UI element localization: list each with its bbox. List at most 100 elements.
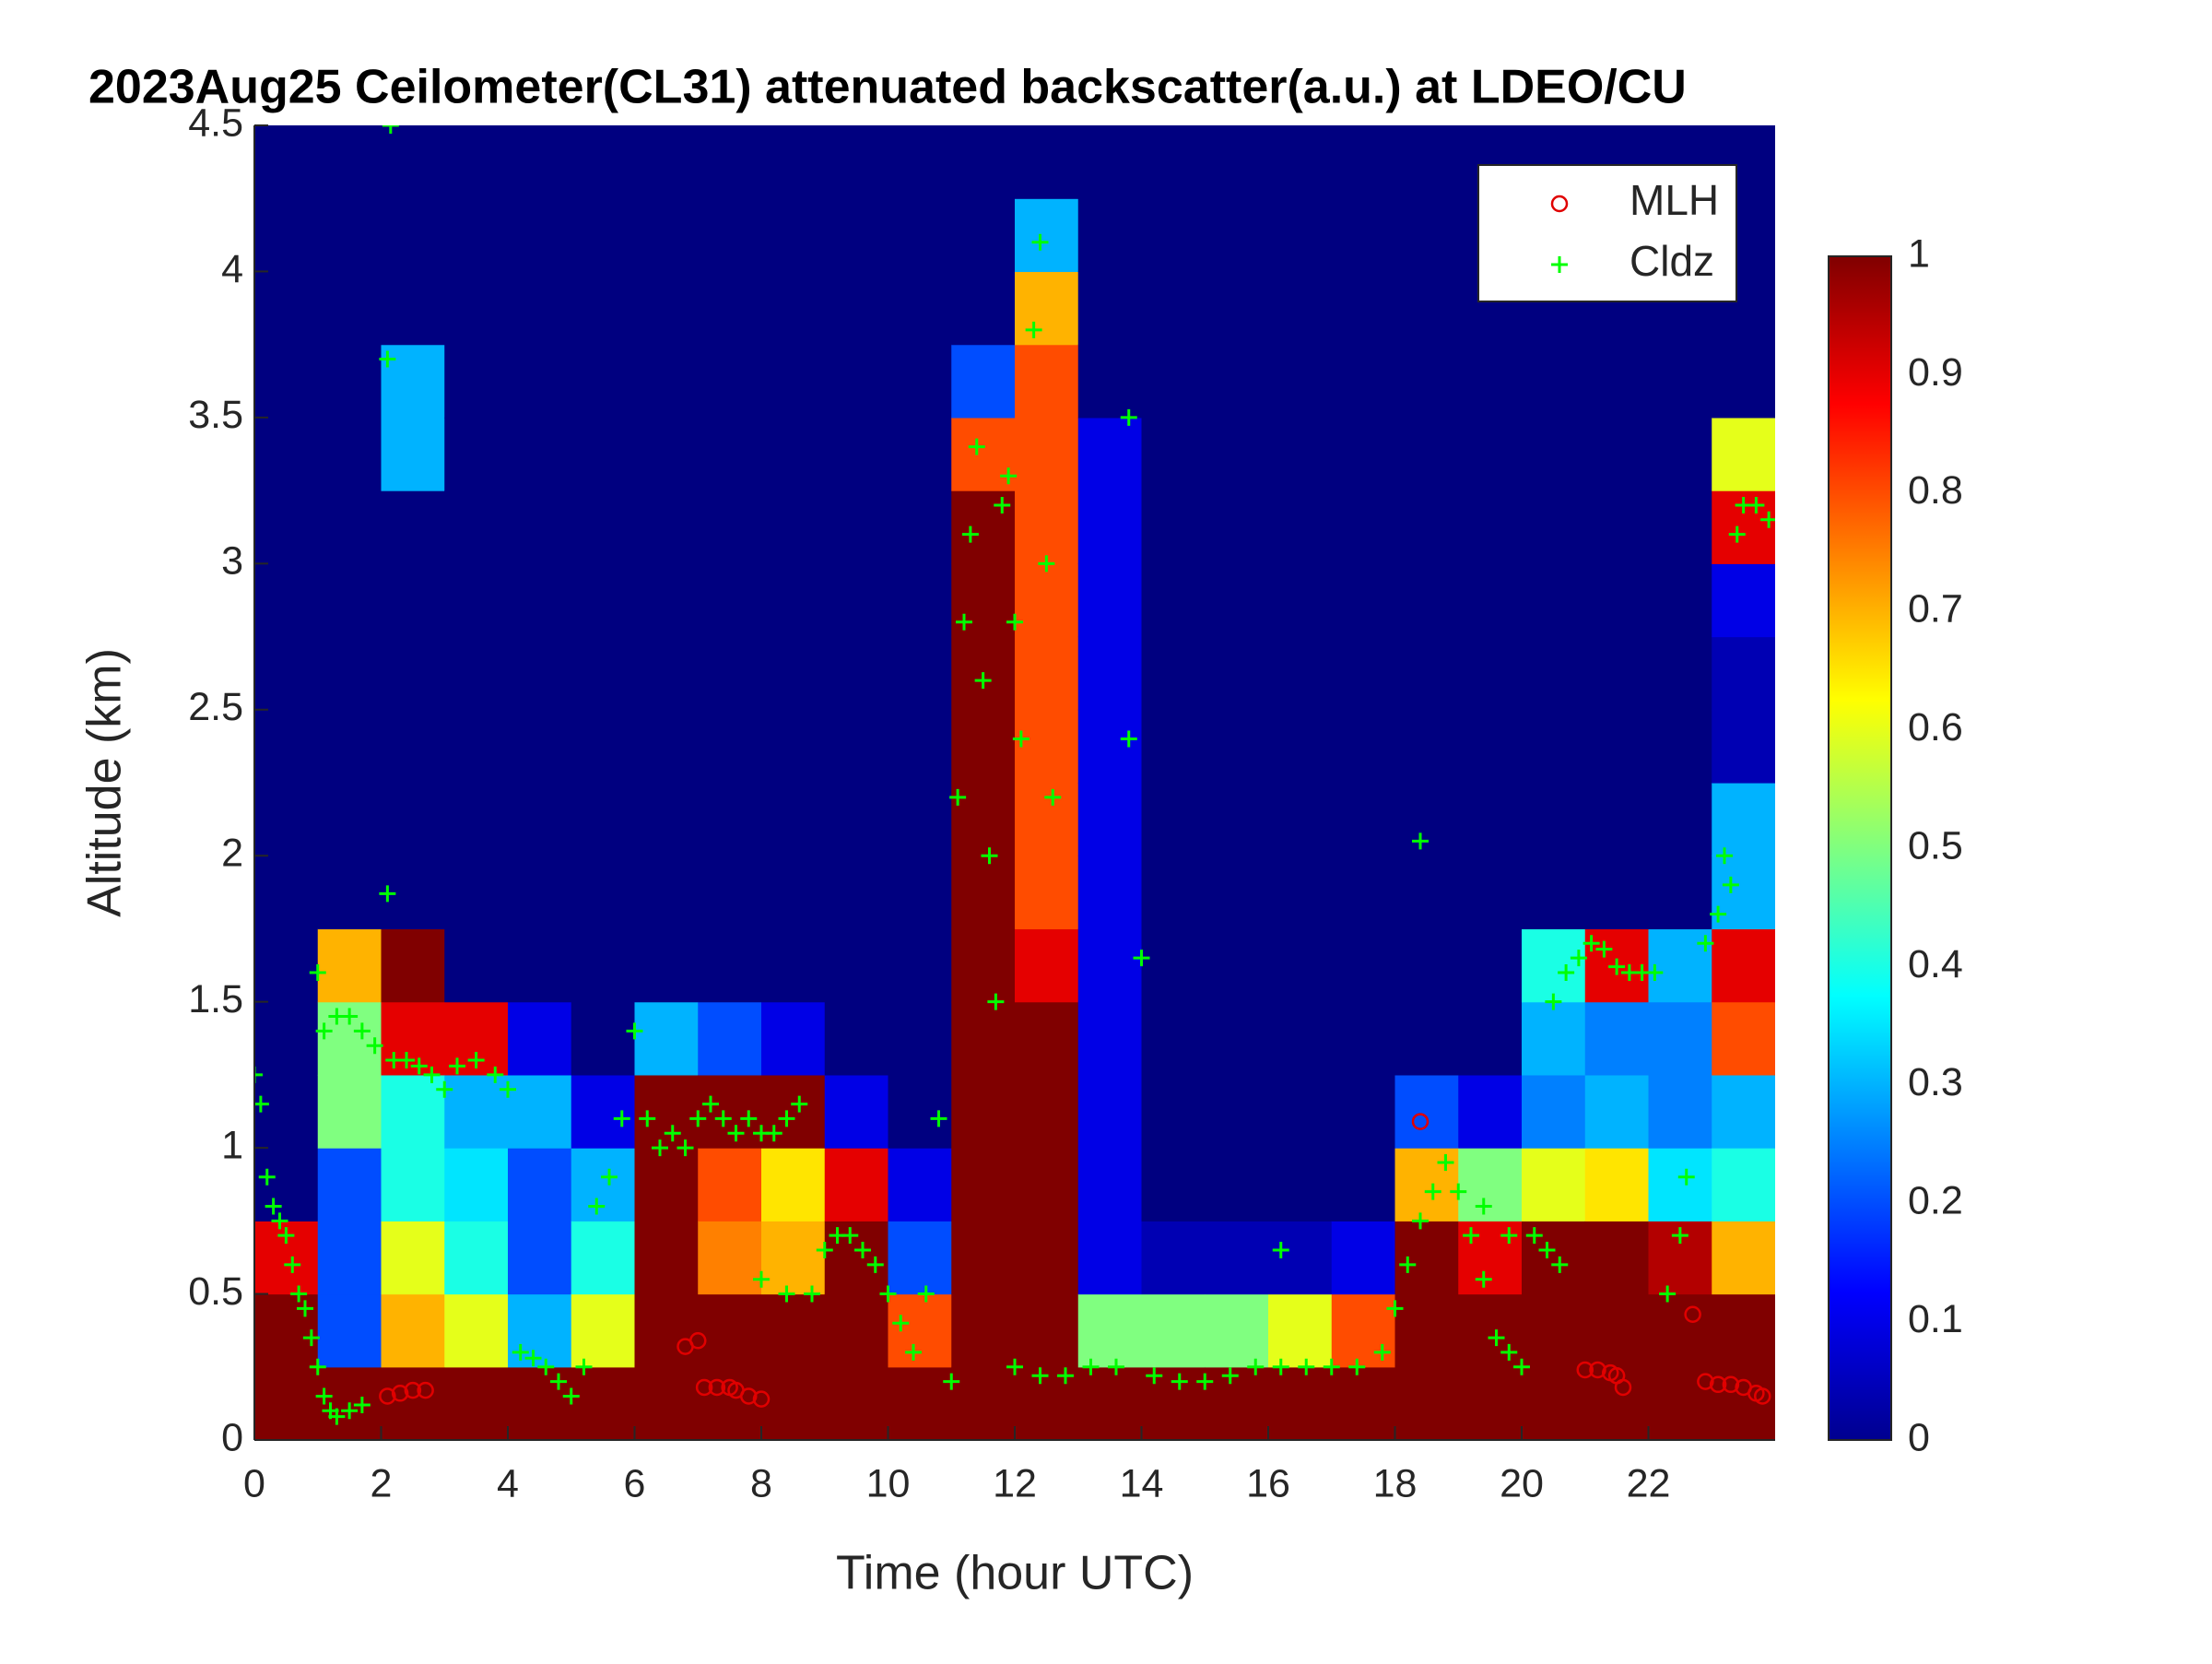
x-tick-label: 20 <box>1500 1461 1544 1505</box>
cldz-point <box>449 1057 465 1075</box>
heatmap-cell <box>1394 271 1459 346</box>
heatmap-cell <box>1394 125 1459 199</box>
cldz-point <box>1551 1256 1569 1273</box>
cldz-point <box>601 1168 618 1186</box>
heatmap-cell <box>951 417 1016 491</box>
x-tick-label: 10 <box>866 1461 911 1505</box>
heatmap-cell <box>824 198 889 273</box>
heatmap-cell <box>888 271 952 346</box>
heatmap-cell <box>1015 271 1079 346</box>
cldz-point <box>1298 1358 1315 1375</box>
heatmap-cell <box>1712 1001 1775 1076</box>
heatmap-cell <box>381 417 445 491</box>
mlh-point <box>417 1381 434 1399</box>
heatmap-cell <box>634 490 699 564</box>
mlh-point <box>1589 1361 1606 1379</box>
cldz-point <box>1386 1300 1404 1317</box>
cldz-point <box>271 1212 288 1230</box>
heatmap-cell <box>508 928 572 1003</box>
y-tick-label: 3.5 <box>188 393 243 437</box>
heatmap-cell <box>761 125 826 199</box>
legend-box <box>1477 164 1737 302</box>
y-tick-label: 3 <box>221 539 243 584</box>
x-tick-label: 2 <box>371 1461 393 1505</box>
cldz-point <box>297 1300 313 1317</box>
cldz-point <box>1247 1358 1265 1375</box>
heatmap-cell <box>1522 417 1586 491</box>
heatmap-cell <box>951 856 1016 930</box>
heatmap-cell <box>634 856 699 930</box>
cldz-point <box>328 1408 346 1425</box>
heatmap-cell <box>254 1148 319 1221</box>
heatmap-cell <box>1268 563 1333 638</box>
x-tick-label: 8 <box>750 1461 772 1505</box>
heatmap-cell <box>508 1293 572 1368</box>
cldz-point <box>302 1329 320 1347</box>
cldz-point <box>1710 905 1727 923</box>
heatmap-cell <box>317 490 382 564</box>
cldz-point <box>1399 1256 1417 1273</box>
heatmap-cell <box>1458 783 1523 856</box>
cldz-point <box>949 788 967 806</box>
heatmap-cell <box>951 709 1016 784</box>
cldz-point <box>588 1198 606 1215</box>
heatmap-cell <box>381 928 445 1003</box>
x-tick-label: 18 <box>1373 1461 1418 1505</box>
heatmap-cell <box>1712 1293 1775 1368</box>
heatmap-cell <box>824 125 889 199</box>
heatmap-cell <box>508 563 572 638</box>
heatmap-cell <box>508 636 572 711</box>
cldz-point <box>1545 993 1562 1010</box>
cldz-point <box>1012 730 1030 748</box>
heatmap-cell <box>1141 856 1206 930</box>
cldz-point <box>423 1066 441 1083</box>
heatmap-cell <box>698 125 762 199</box>
heatmap-cell <box>571 271 636 346</box>
heatmap-cell <box>444 490 509 564</box>
cldz-point <box>562 1387 580 1405</box>
heatmap-cell <box>1712 709 1775 784</box>
heatmap-cell <box>824 563 889 638</box>
heatmap-cell <box>1077 125 1143 199</box>
heatmap-cell <box>1141 490 1206 564</box>
cldz-point <box>1031 1367 1049 1385</box>
heatmap-cell <box>761 1148 826 1221</box>
heatmap-cell <box>1584 1293 1650 1368</box>
heatmap-cell <box>888 928 952 1003</box>
heatmap-cell <box>1205 271 1269 346</box>
heatmap-cell <box>634 417 699 491</box>
colorbar-tick-label: 0.9 <box>1908 350 1963 395</box>
cldz-point <box>1424 1183 1441 1200</box>
heatmap-cell <box>824 928 889 1003</box>
cldz-point <box>626 1022 643 1040</box>
heatmap-cell <box>1648 1366 1712 1440</box>
cldz-point <box>1463 1227 1479 1245</box>
cldz-point <box>1082 1358 1100 1375</box>
heatmap-cell <box>571 1074 636 1149</box>
heatmap-cell <box>1394 563 1459 638</box>
heatmap-cell <box>508 1148 572 1221</box>
heatmap-cell <box>571 125 636 199</box>
heatmap-cell <box>1015 1074 1079 1149</box>
heatmap-cell <box>698 1293 762 1368</box>
y-tick-label: 2 <box>221 832 243 876</box>
heatmap-cell <box>1584 1148 1650 1221</box>
heatmap-cell <box>888 636 952 711</box>
cldz-point <box>1595 940 1613 958</box>
heatmap-cell <box>1268 1001 1333 1076</box>
heatmap-cell <box>1712 636 1775 711</box>
heatmap-cell <box>1522 636 1586 711</box>
heatmap-cell <box>1458 1148 1523 1221</box>
heatmap-cell <box>571 490 636 564</box>
heatmap-cell <box>381 198 445 273</box>
heatmap-cell <box>317 928 382 1003</box>
heatmap-cell <box>317 1074 382 1149</box>
heatmap-cell <box>888 417 952 491</box>
heatmap-cell <box>254 928 319 1003</box>
heatmap-cell <box>1522 1074 1586 1149</box>
heatmap-cell <box>444 1074 509 1149</box>
heatmap-cell <box>824 271 889 346</box>
cldz-point <box>956 613 972 631</box>
heatmap-cell <box>1584 1001 1650 1076</box>
heatmap-cell <box>254 417 319 491</box>
